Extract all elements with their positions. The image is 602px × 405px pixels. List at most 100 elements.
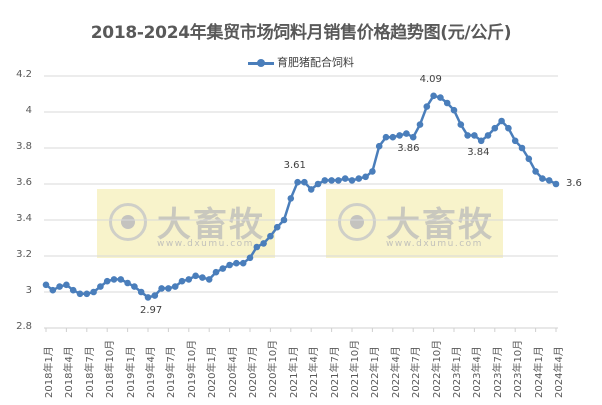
y-axis-tick-label: 3.6	[16, 177, 32, 188]
data-point	[545, 177, 553, 184]
data-point	[375, 142, 383, 150]
data-point	[124, 279, 131, 287]
data-point	[307, 186, 315, 193]
data-point	[267, 232, 274, 240]
data-point	[103, 277, 111, 285]
data-point	[165, 285, 172, 292]
data-point	[63, 281, 70, 289]
data-point	[511, 137, 519, 145]
data-point	[389, 133, 397, 141]
data-point	[253, 243, 261, 251]
data-point	[328, 177, 335, 184]
data-point	[396, 132, 403, 139]
data-point	[552, 180, 560, 188]
x-axis-tick-label: 2018年1月	[44, 346, 55, 398]
data-point	[117, 276, 125, 283]
x-axis-tick-label: 2021年4月	[309, 346, 321, 398]
data-point	[171, 283, 179, 290]
data-label: 3.86	[397, 143, 420, 155]
legend: 育肥猪配合饲料	[0, 54, 602, 70]
data-point	[314, 180, 322, 188]
data-point	[273, 223, 281, 231]
x-axis-tick-label: 2018年7月	[84, 346, 96, 398]
x-axis-tick-label: 2020年10月	[268, 339, 280, 398]
data-point	[294, 178, 301, 186]
data-point	[69, 286, 77, 294]
x-axis-tick-label: 2018年4月	[64, 346, 76, 398]
data-point	[83, 290, 91, 298]
x-axis-tick-label: 2019年1月	[125, 346, 137, 398]
data-point	[226, 261, 233, 269]
x-axis-tick-label: 2021年10月	[350, 339, 361, 398]
x-axis-tick-label: 2022年4月	[390, 346, 402, 398]
data-point	[199, 274, 206, 281]
data-point	[518, 144, 526, 152]
data-point	[144, 294, 152, 301]
data-point	[382, 133, 390, 141]
data-point	[403, 130, 410, 137]
x-axis-tick-label: 2021年1月	[288, 346, 300, 398]
x-axis-tick-label: 2023年1月	[452, 346, 463, 398]
data-point	[178, 277, 186, 285]
data-point	[287, 195, 295, 202]
y-axis-tick-label: 3.4	[16, 213, 32, 224]
data-point	[430, 92, 437, 100]
watermark-logo-icon	[109, 203, 147, 241]
data-label: 4.09	[419, 73, 442, 85]
data-point	[505, 124, 512, 132]
data-point	[498, 117, 505, 125]
x-axis-tick-label: 2023年4月	[472, 346, 484, 398]
data-point	[484, 132, 492, 139]
x-axis-tick-label: 2019年7月	[166, 346, 178, 398]
y-axis-tick-label: 3	[25, 285, 32, 296]
data-point	[260, 240, 267, 247]
watermark-left: 大畜牧 www.dxumu.com	[97, 189, 275, 258]
x-axis-tick-label: 2022年7月	[411, 346, 423, 398]
data-point	[437, 94, 444, 101]
data-point	[532, 168, 539, 175]
data-point	[321, 177, 329, 184]
data-point	[423, 103, 431, 110]
x-axis-tick-label: 2023年10月	[513, 339, 525, 398]
data-point	[477, 137, 485, 145]
data-point	[42, 281, 50, 289]
legend-line-marker-icon	[248, 58, 274, 68]
data-point	[90, 288, 97, 296]
watermark-right: 大畜牧 www.dxumu.com	[326, 189, 503, 258]
watermark-logo-icon	[338, 203, 376, 241]
data-point	[450, 106, 458, 114]
legend-label: 育肥猪配合饲料	[277, 56, 354, 69]
data-point	[416, 121, 424, 128]
data-point	[76, 290, 84, 298]
x-axis-tick-label: 2019年10月	[186, 339, 198, 398]
data-point	[110, 276, 118, 283]
data-point	[192, 272, 199, 280]
data-label: 3.6	[566, 178, 582, 189]
data-point	[280, 216, 288, 224]
data-point	[539, 175, 546, 182]
chart-title: 2018-2024年集贸市场饲料月销售价格趋势图(元/公斤)	[90, 23, 512, 43]
data-point	[205, 276, 213, 283]
y-axis-tick-label: 4	[25, 105, 32, 116]
data-label: 2.97	[140, 305, 163, 317]
data-point	[219, 265, 227, 272]
y-axis-tick-label: 3.8	[16, 141, 32, 152]
data-point	[137, 288, 145, 296]
y-axis-tick-label: 3.2	[16, 249, 32, 260]
data-point	[355, 175, 363, 182]
x-axis-tick-label: 2022年10月	[431, 339, 443, 398]
data-point	[131, 283, 138, 290]
x-axis-tick-label: 2023年7月	[492, 346, 504, 398]
data-point	[49, 286, 57, 294]
data-point	[185, 276, 193, 283]
data-point	[239, 259, 247, 267]
data-point	[491, 124, 499, 132]
data-point	[464, 132, 471, 139]
y-axis-tick-label: 4.2	[16, 69, 32, 80]
data-point	[369, 168, 376, 175]
data-point	[525, 155, 533, 163]
x-axis-tick-label: 2019年4月	[146, 346, 157, 398]
x-axis-tick-label: 2022年1月	[370, 346, 382, 398]
data-point	[151, 292, 159, 299]
